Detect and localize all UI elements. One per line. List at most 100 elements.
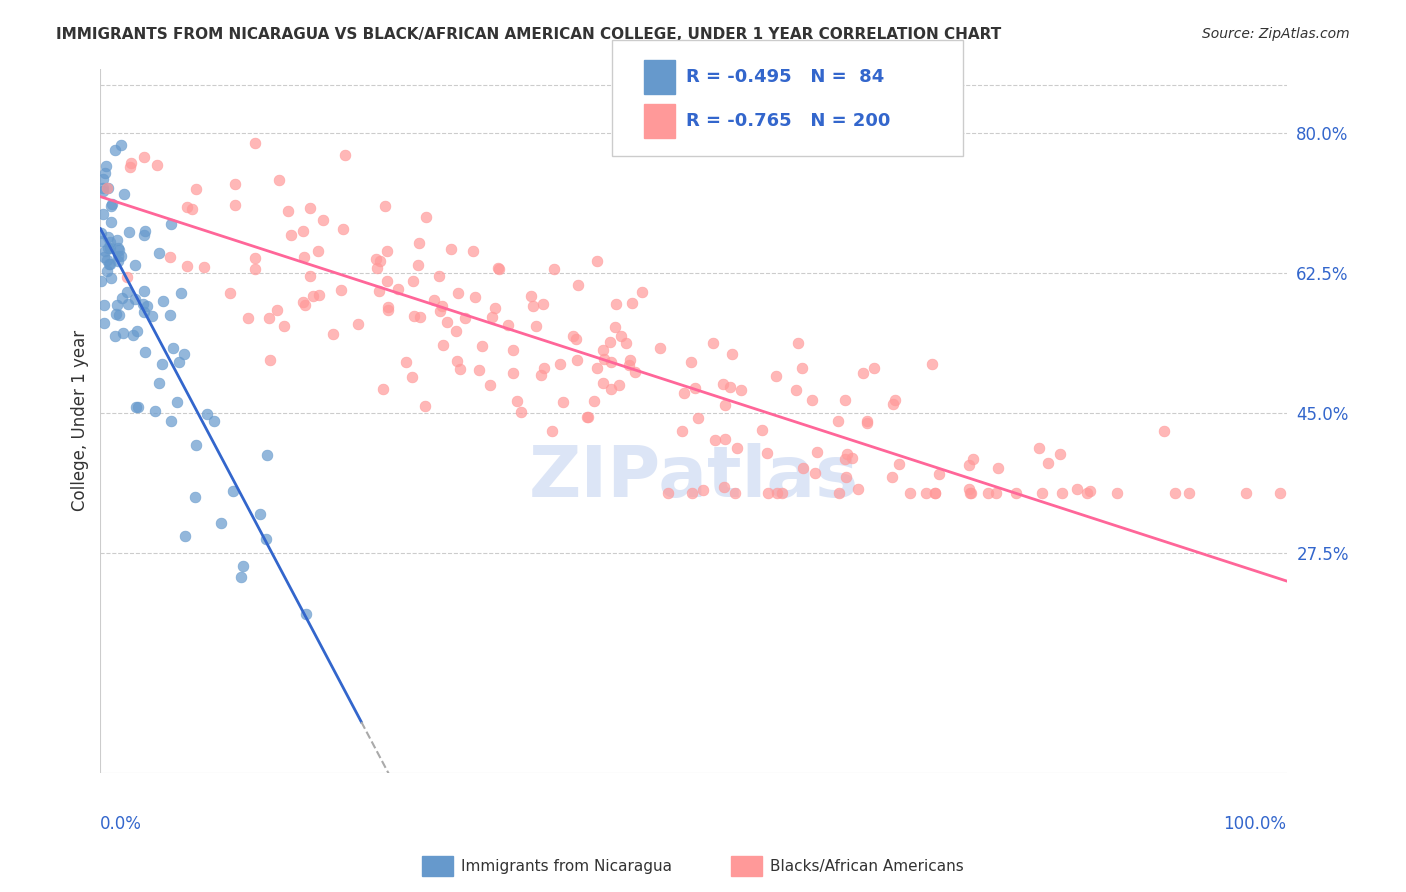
Point xyxy=(401,370,423,384)
Point xyxy=(702,335,724,350)
Point xyxy=(132,150,155,164)
Point xyxy=(134,345,156,359)
Point xyxy=(599,355,621,369)
Point xyxy=(132,284,155,298)
Point xyxy=(718,380,741,394)
Point xyxy=(846,483,869,497)
Point xyxy=(725,441,748,455)
Point xyxy=(375,274,398,288)
Point xyxy=(292,224,315,238)
Point xyxy=(124,400,146,414)
Point xyxy=(685,381,707,395)
Point xyxy=(97,241,120,255)
Point xyxy=(100,199,122,213)
Point xyxy=(427,268,450,283)
Point xyxy=(135,299,157,313)
Point xyxy=(110,249,132,263)
Point xyxy=(454,311,477,326)
Point xyxy=(152,294,174,309)
Point xyxy=(184,438,207,452)
Point xyxy=(94,244,117,258)
Point xyxy=(103,143,125,157)
Point xyxy=(243,261,266,276)
Point xyxy=(90,274,112,288)
Point xyxy=(243,252,266,266)
Point xyxy=(619,353,641,368)
Point xyxy=(543,262,565,277)
Point xyxy=(107,241,129,255)
Point xyxy=(308,288,330,302)
Point xyxy=(148,246,170,260)
Point xyxy=(160,218,183,232)
Point xyxy=(592,351,614,366)
Point xyxy=(711,376,734,391)
Point xyxy=(565,332,588,346)
Point xyxy=(1028,441,1050,455)
Point xyxy=(801,393,824,408)
Point xyxy=(561,329,583,343)
Point xyxy=(105,307,128,321)
Point xyxy=(117,297,139,311)
Point xyxy=(292,295,315,310)
Point xyxy=(496,318,519,333)
Point xyxy=(623,366,645,380)
Point xyxy=(387,282,409,296)
Point xyxy=(406,259,429,273)
Point xyxy=(181,202,204,216)
Point xyxy=(723,486,745,500)
Point xyxy=(898,486,921,500)
Point xyxy=(484,301,506,315)
Point xyxy=(127,324,149,338)
Point xyxy=(132,227,155,242)
Point xyxy=(449,362,471,376)
Point xyxy=(395,355,418,369)
Point xyxy=(671,424,693,438)
Point xyxy=(617,359,640,373)
Point xyxy=(280,227,302,242)
Point xyxy=(481,310,503,324)
Point xyxy=(222,483,245,498)
Point xyxy=(704,433,727,447)
Point xyxy=(108,308,131,322)
Point xyxy=(599,334,621,349)
Point xyxy=(98,242,121,256)
Point xyxy=(530,368,553,383)
Point xyxy=(432,338,454,352)
Point xyxy=(93,316,115,330)
Point xyxy=(368,253,391,268)
Point xyxy=(115,285,138,299)
Point xyxy=(409,310,432,324)
Point xyxy=(827,414,849,428)
Point xyxy=(193,260,215,275)
Point xyxy=(96,264,118,278)
Y-axis label: College, Under 1 year: College, Under 1 year xyxy=(72,330,89,511)
Point xyxy=(256,448,278,462)
Point xyxy=(962,451,984,466)
Point xyxy=(236,311,259,326)
Point xyxy=(1076,486,1098,500)
Point xyxy=(159,414,181,428)
Point xyxy=(111,291,134,305)
Point xyxy=(368,284,391,298)
Point xyxy=(673,386,696,401)
Text: 0.0%: 0.0% xyxy=(100,815,142,833)
Point xyxy=(330,283,353,297)
Point xyxy=(93,250,115,264)
Point xyxy=(96,252,118,267)
Point xyxy=(96,160,118,174)
Point xyxy=(755,445,778,459)
Point xyxy=(100,271,122,285)
Point xyxy=(371,382,394,396)
Point xyxy=(541,424,564,438)
Point xyxy=(202,414,225,428)
Point xyxy=(884,392,907,407)
Point xyxy=(1178,486,1201,500)
Point xyxy=(224,178,246,192)
Text: 100.0%: 100.0% xyxy=(1223,815,1286,833)
Point xyxy=(957,483,980,497)
Point xyxy=(98,235,121,249)
Point xyxy=(834,451,856,466)
Text: Immigrants from Nicaragua: Immigrants from Nicaragua xyxy=(461,859,672,873)
Point xyxy=(166,395,188,409)
Point xyxy=(375,244,398,258)
